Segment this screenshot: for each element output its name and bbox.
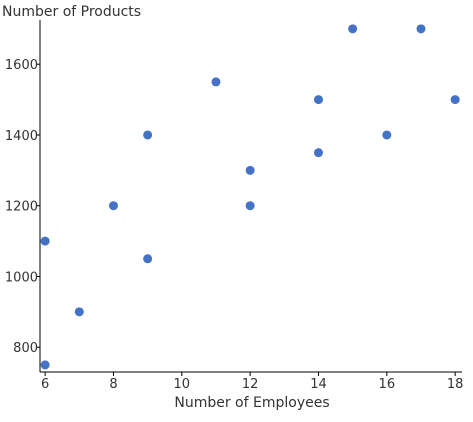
x-axis-label: Number of Employees [174,395,329,411]
data-point [450,95,460,105]
data-point [74,307,84,317]
data-point [108,201,118,211]
x-tick-label: 10 [174,377,191,392]
y-tick-label: 1000 [5,270,38,285]
data-points [40,24,460,370]
data-point [143,130,153,140]
data-point [245,201,255,211]
x-tick-label: 14 [310,377,327,392]
data-point [313,95,323,105]
data-point [382,130,392,140]
data-point [143,254,153,264]
data-point [40,236,50,246]
data-point [211,77,221,87]
x-tick-label: 12 [242,377,259,392]
y-tick-label: 1400 [5,129,38,144]
y-axis-label: Number of Products [2,4,141,20]
x-tick-label: 16 [379,377,396,392]
axes: 800 1000 1200 1400 1600 6 8 10 12 14 16 18 [5,20,464,392]
data-point [245,165,255,175]
y-tick-label: 800 [13,341,38,356]
y-tick-label: 1200 [5,200,38,215]
x-tick-label: 6 [41,377,49,392]
y-tick-label: 1600 [5,58,38,73]
x-tick-label: 8 [109,377,117,392]
data-point [416,24,426,34]
data-point [313,148,323,158]
x-tick-label: 18 [447,377,464,392]
data-point [348,24,358,34]
data-point [40,360,50,370]
